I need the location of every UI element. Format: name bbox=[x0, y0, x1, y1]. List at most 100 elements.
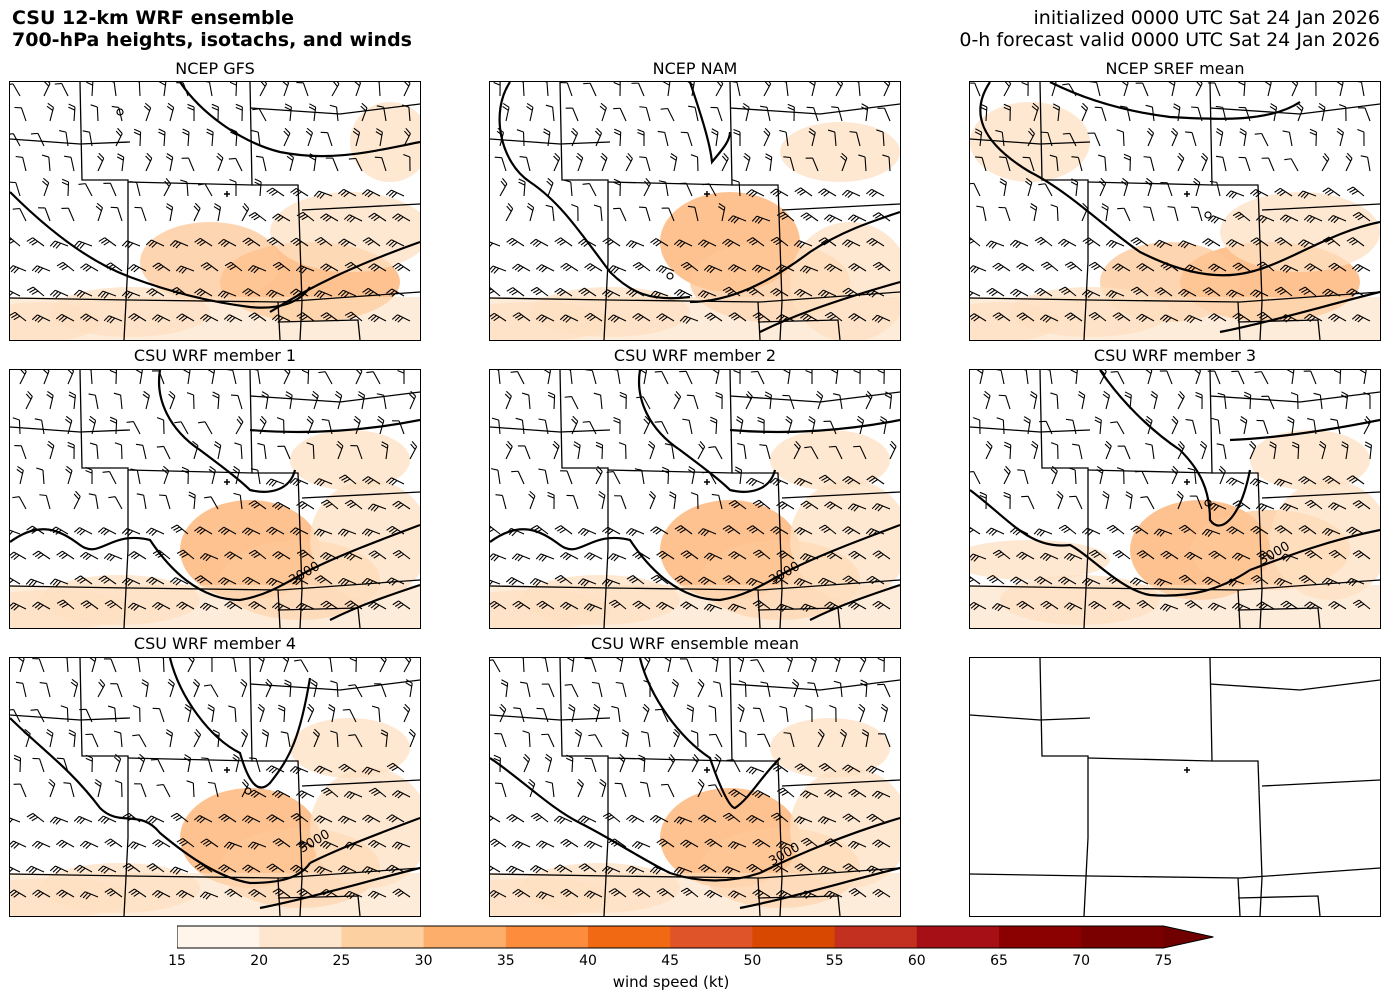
wind-barb bbox=[180, 179, 189, 197]
state-border bbox=[301, 203, 420, 211]
state-borders bbox=[10, 82, 420, 340]
panel-title-member3: CSU WRF member 3 bbox=[1093, 346, 1257, 365]
height-contour bbox=[179, 82, 420, 158]
wind-barb bbox=[1154, 287, 1173, 297]
wind-barb bbox=[576, 778, 584, 798]
wind-barb bbox=[186, 780, 195, 798]
wind-barb bbox=[976, 205, 987, 222]
wind-barb bbox=[194, 526, 213, 535]
wind-barb bbox=[103, 553, 123, 562]
wind-barb bbox=[1030, 391, 1038, 410]
wind-barb bbox=[165, 203, 174, 222]
wind-barb bbox=[673, 289, 693, 298]
wind-barb bbox=[876, 129, 885, 147]
wind-barb bbox=[1264, 82, 1272, 97]
wind-barb bbox=[711, 128, 719, 147]
wind-barb bbox=[1232, 211, 1251, 222]
wind-barb bbox=[656, 888, 675, 898]
wind-barb bbox=[848, 788, 867, 798]
wind-barb bbox=[1081, 289, 1101, 298]
wind-barb bbox=[1121, 82, 1129, 97]
wind-barb bbox=[554, 287, 573, 297]
wind-barb bbox=[674, 525, 693, 535]
wind-barb bbox=[770, 812, 789, 823]
wind-barb bbox=[871, 503, 891, 512]
wind-barb bbox=[199, 552, 219, 562]
wind-barb bbox=[490, 889, 507, 899]
wind-barb bbox=[176, 837, 195, 848]
wind-barb bbox=[1287, 370, 1295, 385]
wind-barb bbox=[614, 782, 627, 798]
wind-barb bbox=[625, 865, 645, 875]
wind-barb bbox=[1226, 526, 1245, 535]
wind-barb bbox=[817, 865, 837, 875]
height-center-marker bbox=[1204, 211, 1212, 219]
wind-barb bbox=[361, 766, 381, 775]
wind-barb bbox=[265, 678, 273, 698]
wind-barb bbox=[198, 183, 213, 197]
wind-barb bbox=[183, 370, 191, 385]
wind-barb bbox=[1195, 82, 1203, 97]
height-contour bbox=[259, 866, 420, 910]
wind-barb bbox=[32, 757, 45, 773]
wind-barb bbox=[1116, 129, 1125, 147]
wind-barb bbox=[216, 152, 224, 172]
wind-barb bbox=[490, 838, 507, 848]
wind-barb bbox=[613, 370, 621, 385]
wind-barb bbox=[80, 600, 99, 610]
wind-barb bbox=[770, 188, 789, 197]
wind-barb bbox=[128, 888, 147, 898]
wind-barb bbox=[14, 106, 27, 122]
wind-barb bbox=[763, 127, 771, 147]
wind-barb bbox=[1143, 156, 1155, 172]
wind-barb bbox=[1363, 391, 1371, 410]
wind-barb bbox=[266, 187, 285, 197]
wind-barb bbox=[618, 442, 627, 460]
wind-barb bbox=[560, 601, 579, 611]
wind-barb bbox=[1178, 574, 1197, 585]
wind-barb bbox=[1193, 177, 1201, 197]
wind-barb bbox=[272, 838, 291, 848]
height-contour bbox=[759, 816, 900, 874]
wind-barb bbox=[248, 212, 267, 222]
wind-barb bbox=[32, 550, 51, 560]
wind-barb bbox=[661, 466, 670, 485]
wind-barb bbox=[65, 658, 69, 673]
wind-barb bbox=[512, 600, 531, 610]
state-border bbox=[10, 867, 420, 879]
wind-barb bbox=[145, 239, 165, 248]
wind-barb bbox=[728, 789, 747, 798]
wind-barb bbox=[1052, 103, 1061, 122]
wind-barb bbox=[1282, 130, 1293, 147]
wind-barb bbox=[752, 707, 765, 723]
state-border bbox=[559, 82, 609, 340]
wind-barb bbox=[207, 781, 219, 798]
state-border bbox=[1209, 391, 1380, 403]
wind-barb bbox=[13, 754, 22, 773]
wind-barb bbox=[687, 466, 696, 485]
height-contours bbox=[490, 370, 900, 621]
state-border bbox=[10, 138, 131, 145]
wind-barb bbox=[271, 314, 291, 323]
wind-barb bbox=[566, 494, 579, 510]
wind-barb bbox=[584, 757, 597, 773]
wind-barb bbox=[800, 313, 819, 322]
wind-barb bbox=[1080, 102, 1089, 122]
wind-barb bbox=[397, 370, 405, 385]
wind-barb bbox=[804, 446, 819, 460]
wind-barb bbox=[745, 766, 765, 775]
height-contour bbox=[1099, 370, 1252, 527]
wind-barb bbox=[992, 262, 1011, 272]
state-border bbox=[1237, 895, 1321, 916]
wind-barb bbox=[1069, 495, 1083, 510]
wind-barb bbox=[601, 289, 621, 298]
wind-barb bbox=[521, 658, 525, 673]
wind-barb bbox=[1225, 477, 1245, 486]
wind-barb bbox=[536, 707, 549, 723]
wind-barb bbox=[842, 863, 861, 873]
map-panel-gfs bbox=[9, 81, 421, 341]
wind-barb bbox=[95, 202, 103, 222]
wind-barb bbox=[564, 395, 579, 410]
wind-barb bbox=[73, 240, 93, 249]
wind-barb bbox=[1058, 576, 1077, 585]
